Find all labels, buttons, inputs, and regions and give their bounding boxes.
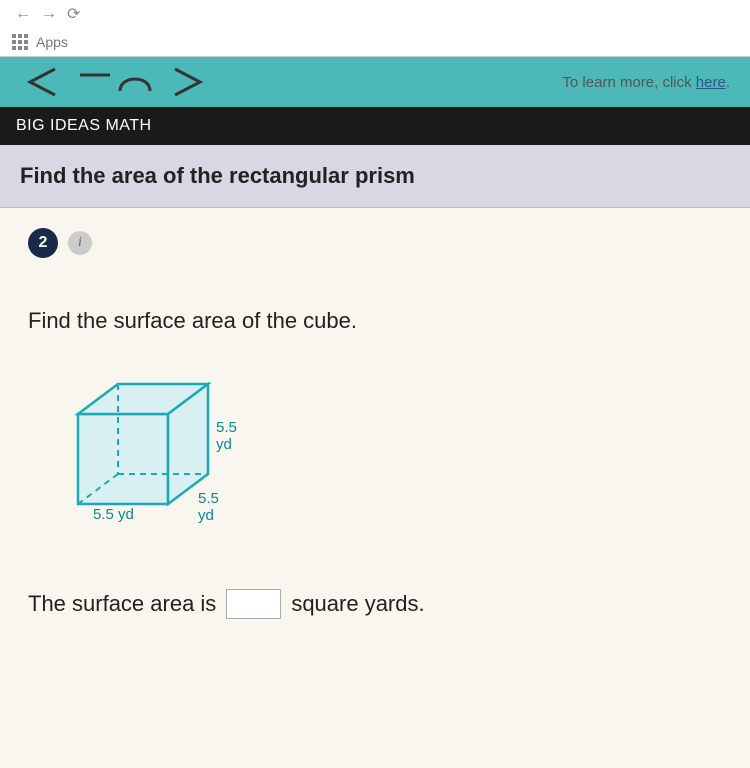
banner-nav-arrows-icon — [20, 67, 220, 97]
browser-chrome: ← → ⟳ Apps — [0, 0, 750, 57]
question-content: 2 i Find the surface area of the cube. 5… — [0, 208, 750, 768]
page-title: Find the area of the rectangular prism — [20, 163, 415, 188]
dim-width-label: 5.5 yd — [198, 490, 238, 524]
banner-text-prefix: To learn more, click — [562, 74, 695, 91]
forward-icon[interactable]: → — [41, 5, 57, 23]
page-title-bar: Find the area of the rectangular prism — [0, 145, 750, 208]
banner-nav — [20, 67, 220, 97]
cube-diagram-wrap: 5.5 yd 5.5 yd 5.5 yd — [58, 374, 722, 529]
info-icon[interactable]: i — [68, 231, 92, 255]
dim-depth-label: 5.5 yd — [93, 506, 134, 523]
question-number-badge[interactable]: 2 — [28, 228, 58, 258]
question-nav: 2 i — [28, 228, 722, 258]
info-banner: To learn more, click here. — [0, 57, 750, 107]
apps-label[interactable]: Apps — [36, 34, 68, 50]
answer-prefix: The surface area is — [28, 591, 216, 617]
banner-text: To learn more, click here. — [562, 74, 730, 91]
answer-input[interactable] — [226, 589, 281, 619]
dim-height-label: 5.5 yd — [216, 419, 238, 453]
apps-grid-icon[interactable] — [12, 34, 28, 50]
banner-text-suffix: . — [726, 74, 730, 91]
back-icon[interactable]: ← — [15, 5, 31, 23]
brand-title: BIG IDEAS MATH — [16, 117, 152, 134]
browser-nav-row: ← → ⟳ — [0, 0, 750, 28]
answer-row: The surface area is square yards. — [28, 589, 722, 619]
reload-icon[interactable]: ⟳ — [67, 4, 80, 24]
banner-here-link[interactable]: here — [696, 74, 726, 91]
bookmarks-bar: Apps — [0, 28, 750, 56]
question-prompt: Find the surface area of the cube. — [28, 308, 722, 334]
brand-header: BIG IDEAS MATH — [0, 107, 750, 145]
answer-suffix: square yards. — [291, 591, 424, 617]
